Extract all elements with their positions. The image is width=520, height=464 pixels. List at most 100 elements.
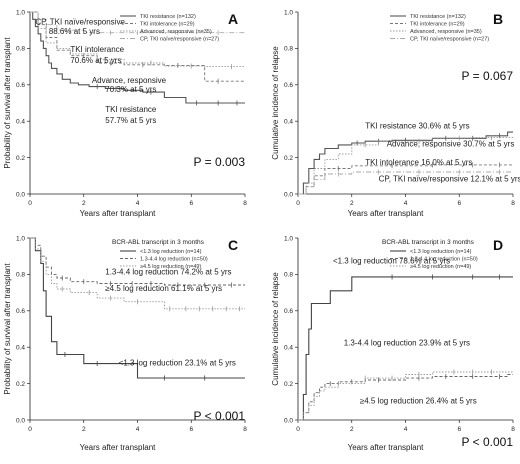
annotation-label: 1.3-4.4 log reduction 74.2% at 5 yrs	[105, 267, 231, 276]
y-tick-label: 0.0	[284, 417, 293, 424]
x-tick-label: 8	[243, 200, 247, 207]
y-tick-label: 0.4	[16, 119, 25, 126]
p-value: P < 0.001	[462, 435, 514, 449]
x-tick-label: 0	[296, 426, 300, 433]
y-tick-label: 0.6	[284, 308, 293, 315]
x-axis-label: Years after transplant	[80, 443, 157, 452]
annotation-label: 70.3% at 5 yrs	[105, 85, 156, 94]
legend-entry-0: <1.3 log reduction (n=14)	[140, 249, 202, 255]
legend-entry-2: ≥4.5 log reduction (n=49)	[140, 264, 201, 270]
panel-letter: C	[228, 237, 238, 253]
y-tick-label: 0.6	[16, 82, 25, 89]
x-tick-label: 6	[189, 426, 193, 433]
x-tick-label: 0	[28, 200, 32, 207]
annotation-label: ≥4.5 log reduction 61.1% at 5 yrs	[105, 284, 222, 293]
series-line-0	[30, 237, 245, 379]
x-tick-label: 6	[457, 426, 461, 433]
series-line-2	[298, 371, 513, 421]
y-tick-label: 0.0	[16, 417, 25, 424]
x-tick-label: 8	[243, 426, 247, 433]
series-line-0	[298, 131, 513, 195]
y-tick-label: 0.6	[16, 308, 25, 315]
x-tick-label: 2	[82, 200, 86, 207]
x-tick-label: 6	[189, 200, 193, 207]
series-line-1	[30, 237, 245, 286]
p-value: P < 0.001	[194, 409, 246, 423]
annotation-label: TKI intolerance	[70, 45, 124, 54]
annotation-label: 70.6% at 5 yrs	[70, 56, 121, 65]
x-tick-label: 8	[511, 426, 515, 433]
y-tick-label: 0.6	[284, 82, 293, 89]
annotation-label: CP, TKI naïve/responsive	[35, 18, 125, 27]
panel-c: 0 2 4 6 8 0.0 0.2 0.4 0.6 0.8 1.0 Years after trans…	[3, 235, 247, 452]
annotation-label: TKI resistance	[105, 105, 157, 114]
legend-entry-0: TKI resistance (n=132)	[410, 14, 466, 20]
legend-entry-1: 1.3-4.4 log reduction (n=50)	[410, 257, 478, 263]
y-tick-label: 1.0	[16, 9, 25, 16]
legend-entry-2: ≥4.5 log reduction (n=49)	[410, 264, 471, 270]
series-line-2	[30, 11, 245, 68]
y-tick-label: 0.0	[16, 191, 25, 198]
y-tick-label: 0.0	[284, 191, 293, 198]
y-tick-label: 0.4	[284, 119, 293, 126]
annotation-label: <1.3 log reduction 78.6% at 5 yrs	[333, 256, 450, 265]
series-line-2	[30, 237, 245, 310]
x-axis-label: Years after transplant	[348, 443, 425, 452]
y-tick-label: 0.8	[284, 272, 293, 279]
legend-title: BCR-ABL transcript in 3 months	[112, 239, 205, 246]
legend-entry-0: TKI resistance (n=132)	[140, 14, 196, 20]
annotation-label: 1.3-4.4 log reduction 23.9% at 5 yrs	[344, 338, 470, 347]
x-axis-label: Years after transplant	[348, 209, 425, 218]
y-tick-label: 0.4	[284, 345, 293, 352]
p-value: P = 0.003	[194, 155, 246, 169]
axis-lines	[29, 238, 245, 421]
annotation-label: ≥4.5 log reduction 26.4% at 5 yrs	[360, 397, 477, 406]
y-tick-label: 0.4	[16, 345, 25, 352]
series-line-0	[298, 276, 513, 421]
x-tick-label: 4	[136, 200, 140, 207]
legend-entry-3: CP, TKI naïve/responsive (n=27)	[410, 37, 489, 43]
legend-entry-2: Advanced, responsive (n=35)	[140, 29, 212, 35]
series-line-0	[30, 11, 245, 104]
y-tick-label: 0.8	[16, 272, 25, 279]
legend-entry-1: TKI intolerance (n=29)	[410, 22, 465, 28]
panel-letter: A	[228, 11, 238, 27]
y-tick-label: 0.8	[284, 46, 293, 53]
panel-b: 0 2 4 6 8 0.0 0.2 0.4 0.6 0.8 1.0 Years after trans…	[271, 9, 520, 218]
x-tick-label: 4	[404, 200, 408, 207]
x-tick-label: 8	[511, 200, 515, 207]
panel-letter: B	[493, 11, 503, 27]
y-tick-label: 0.2	[16, 155, 25, 162]
annotation-label: TKI intolerance 16.0% at 5 yrs	[365, 158, 472, 167]
legend-entry-3: CP, TKI naïve/responsive (n=27)	[140, 37, 219, 43]
y-tick-label: 1.0	[16, 235, 25, 242]
x-tick-label: 2	[350, 426, 354, 433]
x-axis-label: Years after transplant	[80, 209, 157, 218]
x-tick-label: 4	[136, 426, 140, 433]
legend-entry-1: 1.3-4.4 log reduction (n=50)	[140, 257, 208, 263]
x-tick-label: 2	[82, 426, 86, 433]
y-axis-label: Cumulative incidence of relapse	[271, 272, 280, 386]
series-line-1	[298, 374, 513, 421]
legend-entry-0: <1.3 log reduction (n=14)	[410, 249, 472, 255]
y-axis-label: Cumulative incidence of relapse	[271, 46, 280, 160]
series-line-2	[298, 137, 513, 195]
x-tick-label: 2	[350, 200, 354, 207]
p-value: P = 0.067	[462, 69, 514, 83]
y-tick-label: 1.0	[284, 235, 293, 242]
x-tick-label: 4	[404, 426, 408, 433]
legend-title: BCR-ABL transcript in 3 months	[382, 239, 475, 246]
legend-entry-1: TKI intolerance (n=29)	[140, 22, 195, 28]
annotation-label: TKI resistance 30.6% at 5 yrs	[365, 121, 470, 130]
x-tick-label: 6	[457, 200, 461, 207]
annotation-label: CP, TKI naïve/responsive 12.1% at 5 yrs	[379, 174, 520, 183]
y-tick-label: 0.2	[284, 381, 293, 388]
y-axis-label: Probability of survival after transplant	[3, 37, 12, 169]
y-tick-label: 0.2	[16, 381, 25, 388]
y-tick-label: 0.8	[16, 46, 25, 53]
annotation-label: Advance, responsive 30.7% at 5 yrs	[387, 140, 515, 149]
annotation-label: <1.3 log reduction 23.1% at 5 yrs	[119, 358, 236, 367]
x-tick-label: 0	[28, 426, 32, 433]
series-line-3	[298, 171, 513, 195]
